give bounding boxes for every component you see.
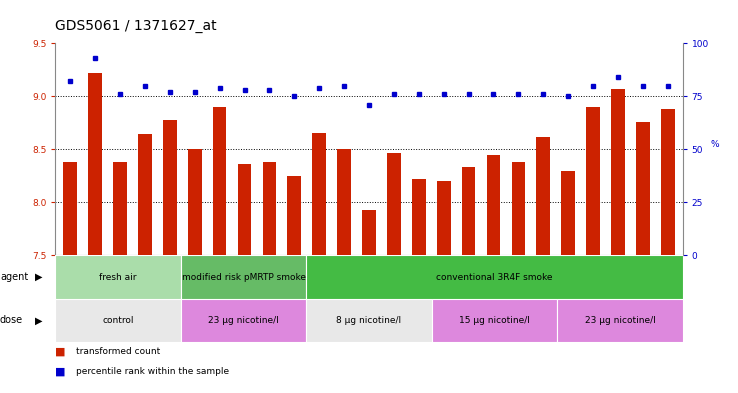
Bar bbox=[55, 299, 181, 342]
Bar bbox=[462, 167, 475, 255]
Bar bbox=[432, 299, 557, 342]
Bar bbox=[486, 155, 500, 255]
Text: ▶: ▶ bbox=[35, 272, 43, 282]
Bar bbox=[562, 171, 575, 255]
Text: 8 μg nicotine/l: 8 μg nicotine/l bbox=[337, 316, 401, 325]
Bar bbox=[238, 164, 252, 255]
Text: 23 μg nicotine/l: 23 μg nicotine/l bbox=[584, 316, 655, 325]
Bar bbox=[537, 137, 550, 255]
Bar bbox=[181, 299, 306, 342]
Text: ■: ■ bbox=[55, 366, 66, 376]
Text: ■: ■ bbox=[55, 347, 66, 357]
Bar bbox=[412, 179, 426, 255]
Text: agent: agent bbox=[0, 272, 28, 282]
Bar bbox=[387, 152, 401, 255]
Bar bbox=[611, 89, 625, 255]
Bar bbox=[586, 107, 600, 255]
Bar bbox=[181, 255, 306, 299]
Y-axis label: %: % bbox=[710, 140, 719, 149]
Bar bbox=[89, 73, 102, 255]
Bar bbox=[138, 134, 152, 255]
Bar bbox=[636, 122, 649, 255]
Bar bbox=[306, 255, 683, 299]
Bar bbox=[288, 176, 301, 255]
Text: fresh air: fresh air bbox=[100, 273, 137, 281]
Text: transformed count: transformed count bbox=[76, 347, 160, 356]
Bar bbox=[188, 149, 201, 255]
Text: ▶: ▶ bbox=[35, 315, 43, 325]
Bar bbox=[63, 162, 77, 255]
Bar bbox=[362, 210, 376, 255]
Text: dose: dose bbox=[0, 315, 23, 325]
Bar bbox=[113, 162, 127, 255]
Bar bbox=[306, 299, 432, 342]
Text: 23 μg nicotine/l: 23 μg nicotine/l bbox=[208, 316, 279, 325]
Bar bbox=[163, 119, 176, 255]
Bar bbox=[557, 299, 683, 342]
Bar bbox=[263, 162, 276, 255]
Bar bbox=[437, 181, 450, 255]
Text: GDS5061 / 1371627_at: GDS5061 / 1371627_at bbox=[55, 18, 217, 33]
Text: 15 μg nicotine/l: 15 μg nicotine/l bbox=[459, 316, 530, 325]
Bar bbox=[312, 133, 326, 255]
Text: conventional 3R4F smoke: conventional 3R4F smoke bbox=[436, 273, 553, 281]
Bar bbox=[337, 149, 351, 255]
Text: modified risk pMRTP smoke: modified risk pMRTP smoke bbox=[182, 273, 306, 281]
Bar bbox=[55, 255, 181, 299]
Text: control: control bbox=[103, 316, 134, 325]
Text: percentile rank within the sample: percentile rank within the sample bbox=[76, 367, 229, 376]
Bar bbox=[661, 109, 675, 255]
Bar bbox=[213, 107, 227, 255]
Bar bbox=[511, 162, 525, 255]
